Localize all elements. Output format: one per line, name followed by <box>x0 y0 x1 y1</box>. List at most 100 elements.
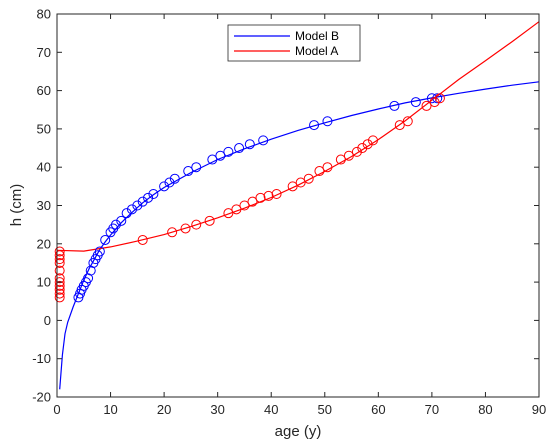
data-point-model-a <box>357 143 368 154</box>
data-point-model-a <box>335 154 346 165</box>
data-point-model-a <box>54 277 65 288</box>
x-axis-title: age (y) <box>275 423 322 440</box>
data-point-model-a <box>343 150 354 161</box>
data-point-model-a <box>394 120 405 131</box>
y-axis-title: h (cm) <box>8 184 25 227</box>
x-tick-label: 40 <box>264 402 278 417</box>
data-point-model-b <box>116 215 127 226</box>
data-point-model-b <box>143 192 154 203</box>
legend: Model B Model A <box>227 24 361 62</box>
y-tick-label: 20 <box>37 236 51 251</box>
data-point-model-a <box>263 190 274 201</box>
data-point-model-b <box>137 196 148 207</box>
y-tick-label: 10 <box>37 275 51 290</box>
data-point-model-a <box>54 257 65 268</box>
x-axis-ticks: 0 10 20 30 40 50 60 70 80 90 <box>53 14 546 417</box>
data-point-model-a <box>322 162 333 173</box>
legend-label-model-a: Model A <box>295 44 338 58</box>
data-point-model-b <box>410 97 421 108</box>
data-point-model-a <box>54 246 65 257</box>
data-point-model-b <box>110 219 121 230</box>
data-point-model-a <box>247 196 258 207</box>
data-point-model-a <box>362 139 373 150</box>
data-point-model-a <box>287 181 298 192</box>
data-point-model-a <box>314 166 325 177</box>
legend-box <box>227 24 361 62</box>
data-point-model-a <box>402 116 413 127</box>
data-point-model-a <box>231 204 242 215</box>
data-point-model-a <box>180 223 191 234</box>
data-point-model-a <box>54 292 65 303</box>
x-tick-label: 80 <box>478 402 492 417</box>
y-axis-ticks: -20 -10 0 10 20 30 40 50 60 70 80 <box>32 7 539 405</box>
data-point-model-b <box>126 204 137 215</box>
data-point-model-b <box>100 234 111 245</box>
data-point-model-a <box>54 250 65 261</box>
y-tick-label: -20 <box>32 390 51 405</box>
data-point-model-b <box>389 100 400 111</box>
data-point-model-b <box>148 189 159 200</box>
data-point-model-b <box>164 177 175 188</box>
data-point-model-a <box>434 93 445 104</box>
data-point-model-b <box>234 143 245 154</box>
x-tick-label: 50 <box>318 402 332 417</box>
data-point-model-b <box>121 208 132 219</box>
data-point-model-a <box>54 288 65 299</box>
data-point-model-a <box>191 219 202 230</box>
y-tick-label: 40 <box>37 160 51 175</box>
data-point-model-a <box>295 177 306 188</box>
data-point-model-b <box>183 166 194 177</box>
data-point-model-a <box>54 254 65 265</box>
x-tick-label: 0 <box>53 402 60 417</box>
fit-curves <box>56 21 540 390</box>
y-tick-label: 80 <box>37 7 51 22</box>
data-point-model-a <box>54 280 65 291</box>
y-tick-label: 60 <box>37 83 51 98</box>
y-tick-label: 50 <box>37 121 51 136</box>
data-point-model-a <box>54 273 65 284</box>
x-tick-label: 70 <box>425 402 439 417</box>
x-tick-label: 90 <box>532 402 546 417</box>
data-point-model-a <box>239 200 250 211</box>
data-point-model-a <box>351 146 362 157</box>
data-point-model-a <box>367 135 378 146</box>
data-point-model-a <box>303 173 314 184</box>
data-point-model-a <box>255 192 266 203</box>
series-line-model-b <box>59 81 540 390</box>
y-tick-label: 70 <box>37 45 51 60</box>
data-point-model-b <box>83 273 94 284</box>
y-tick-label: 0 <box>44 313 51 328</box>
data-point-model-a <box>204 215 215 226</box>
plot-area <box>57 14 539 397</box>
x-tick-label: 20 <box>157 402 171 417</box>
data-point-model-b <box>309 120 320 131</box>
data-point-model-a <box>54 265 65 276</box>
data-point-model-a <box>223 208 234 219</box>
x-tick-label: 10 <box>103 402 117 417</box>
data-point-model-a <box>54 284 65 295</box>
data-point-model-b <box>94 246 105 257</box>
data-point-model-b <box>215 150 226 161</box>
data-point-model-b <box>244 139 255 150</box>
data-point-model-a <box>167 227 178 238</box>
data-point-model-b <box>322 116 333 127</box>
data-point-model-b <box>132 200 143 211</box>
data-point-model-a <box>421 100 432 111</box>
data-point-model-b <box>169 173 180 184</box>
data-point-model-b <box>85 265 96 276</box>
series-line-model-a <box>56 21 540 252</box>
data-point-model-a <box>429 97 440 108</box>
y-tick-label: -10 <box>32 351 51 366</box>
data-point-model-a <box>137 234 148 245</box>
y-tick-label: 30 <box>37 198 51 213</box>
x-tick-label: 30 <box>210 402 224 417</box>
x-tick-label: 60 <box>371 402 385 417</box>
data-point-model-b <box>191 162 202 173</box>
data-point-model-b <box>159 181 170 192</box>
data-point-model-a <box>271 189 282 200</box>
legend-label-model-b: Model B <box>295 29 339 43</box>
data-markers <box>54 93 445 303</box>
data-point-model-b <box>258 135 269 146</box>
